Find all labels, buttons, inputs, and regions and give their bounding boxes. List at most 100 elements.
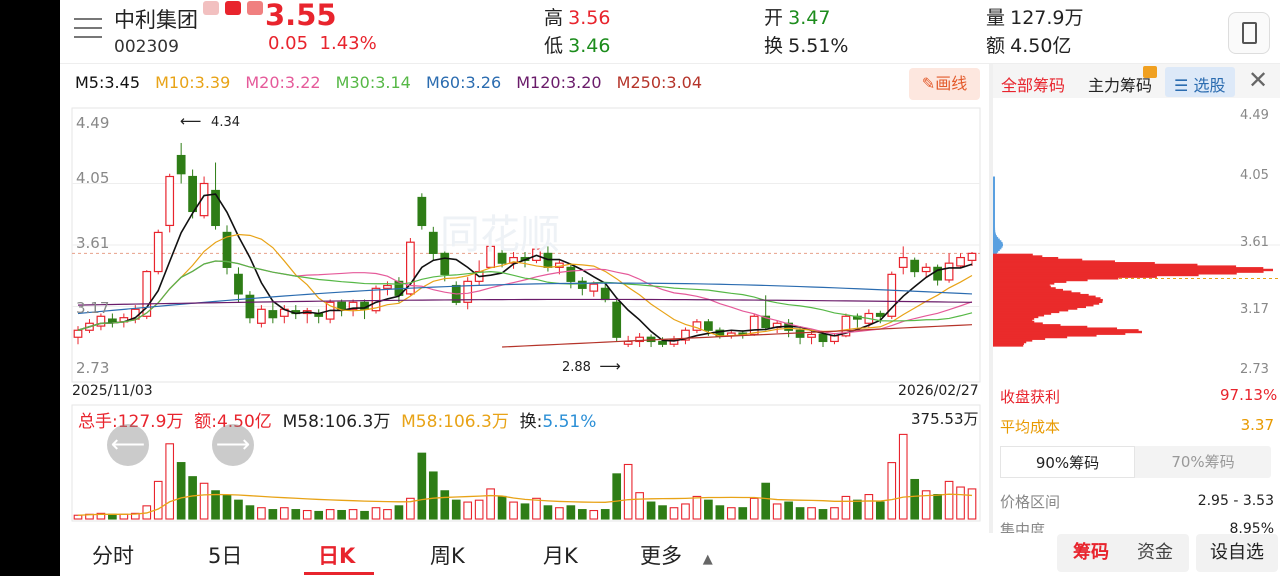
chip-bar-blue (993, 186, 995, 189)
seg-70-button[interactable]: 70%筹码 (1171, 453, 1235, 471)
candle-body (669, 339, 679, 345)
volume-bar (291, 509, 301, 520)
chip-bar-blue (993, 228, 996, 231)
draw-line-button[interactable]: ✎画线 (909, 68, 980, 100)
tab-more[interactable]: 更多 ▲ (640, 544, 713, 568)
chip-bar-blue (993, 210, 995, 213)
ma250-label: M250:3.04 (616, 73, 703, 92)
select-stock-button[interactable] (1165, 67, 1235, 97)
chip-bar-red (993, 285, 1051, 288)
chip-bar-red (993, 302, 1100, 305)
chip-bar-red (993, 300, 1103, 304)
candle-body (383, 284, 392, 289)
chip-bar-blue (993, 196, 995, 200)
chip-bar-red (993, 335, 1068, 339)
promo-badges (203, 0, 269, 15)
back-menu-icon[interactable] (74, 18, 102, 40)
prev-arrow-button[interactable]: ⟵ (107, 424, 149, 466)
tab-select-stock[interactable]: ☰ 选股 (1174, 76, 1226, 95)
landscape-button[interactable] (1228, 12, 1270, 54)
tab-intraday[interactable]: 分时 (92, 544, 134, 568)
m20-line (77, 260, 973, 335)
tab-monthly-k[interactable]: 月K (543, 544, 578, 568)
chip-bar-red (993, 277, 1119, 280)
next-arrow-button[interactable]: ⟶ (212, 424, 254, 466)
ma-lines (77, 193, 973, 348)
chip-bar-blue (993, 194, 995, 198)
tab-all-chips[interactable]: 全部筹码 (1001, 76, 1066, 95)
chip-percent-toggle: 90%筹码 70%筹码 (1000, 446, 1271, 478)
candle-body (96, 315, 106, 327)
candle-body (188, 175, 197, 213)
candle-body (348, 301, 358, 310)
open-stat: 开 3.47 (764, 7, 831, 29)
volume-bar (394, 505, 404, 520)
candle-body (807, 333, 816, 338)
chip-bar-blue (993, 250, 999, 253)
chip-bar-red (993, 272, 1237, 275)
volume-stat: 量 127.9万 (986, 7, 1084, 29)
candlestick-chart[interactable]: 同花顺 (60, 100, 988, 530)
chip-bar-red (993, 253, 1033, 257)
candle-body (635, 336, 644, 343)
tab-main-chips[interactable]: 主力筹码 (1088, 76, 1153, 95)
candle-body (257, 308, 266, 324)
candle-body (440, 252, 450, 275)
volume-bar (681, 503, 690, 520)
chip-bar-blue (993, 251, 997, 255)
caret-up-icon: ▲ (702, 552, 713, 567)
seg-90-button[interactable]: 90%筹码 (1000, 446, 1135, 478)
volume-bar (841, 495, 851, 520)
chip-bar-blue (993, 246, 1002, 250)
tab-daily-k[interactable]: 日K (318, 544, 356, 568)
m5-line (77, 193, 973, 342)
chip-bar-red (993, 275, 1157, 278)
chip-bar-blue (993, 191, 995, 195)
chip-tick: 3.61 (1240, 235, 1269, 250)
ma5-label: M5:3.45 (75, 73, 140, 92)
volume-bar (715, 505, 725, 520)
chips-button[interactable]: 筹码 (1073, 542, 1109, 563)
chip-bar-red (993, 329, 1139, 332)
candle-body (944, 262, 954, 281)
close-icon[interactable]: ✕ (1248, 66, 1269, 94)
volume-bar (245, 505, 255, 520)
volume-bar (360, 510, 369, 520)
candle-body (199, 182, 209, 217)
volume-bar (73, 514, 83, 520)
chip-tick: 2.73 (1240, 362, 1269, 377)
candle-body (658, 340, 667, 345)
candle-body (600, 287, 610, 301)
ma-legend: M5:3.45 M10:3.39 M20:3.22 M30:3.14 M60:3… (75, 73, 712, 92)
volume-bars (73, 433, 977, 520)
volume-bar (130, 512, 140, 520)
chip-tick: 4.49 (1240, 108, 1269, 123)
chip-bar-blue (993, 238, 1000, 241)
ma60-label: M60:3.26 (425, 73, 502, 92)
current-price: 3.55 (265, 0, 337, 32)
chip-bar-red (993, 265, 1237, 268)
volume-bar (451, 499, 461, 520)
candle-body (108, 318, 117, 323)
candle-body (417, 196, 427, 227)
volume-bar (692, 495, 702, 520)
tab-5day[interactable]: 5日 (208, 544, 243, 568)
candle-body (234, 273, 243, 295)
price-tick: 4.49 (76, 114, 110, 132)
profit-value: 97.13% (1220, 386, 1278, 404)
candle-body (933, 266, 942, 281)
volume-bar (257, 507, 266, 520)
fund-button[interactable]: 资金 (1137, 542, 1173, 563)
add-watchlist-button[interactable]: 设自选 (1196, 534, 1278, 572)
volume-bar (933, 494, 942, 520)
candle-body (704, 321, 713, 331)
tab-weekly-k[interactable]: 周K (430, 544, 465, 568)
profit-label: 收盘获利 (1000, 388, 1061, 406)
candle-body (165, 175, 175, 227)
volume-bar (944, 480, 954, 520)
chip-bar-blue (993, 181, 995, 184)
chip-bar-blue (993, 208, 995, 211)
m120-line (77, 298, 973, 306)
volume-bar (509, 501, 518, 520)
volume-bar (474, 499, 484, 520)
